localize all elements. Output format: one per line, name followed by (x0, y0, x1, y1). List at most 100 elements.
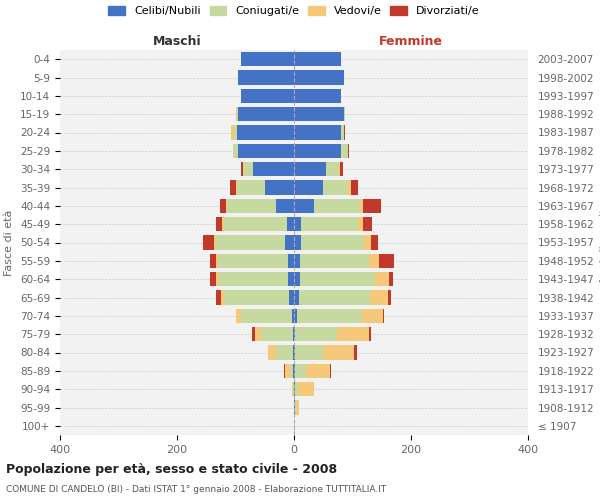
Bar (353, 346, 356, 360)
Bar (360, 198, 363, 213)
Bar (219, 272, 288, 286)
Bar (211, 272, 216, 286)
Bar (294, 70, 344, 85)
Text: Popolazione per età, sesso e stato civile - 2008: Popolazione per età, sesso e stato civil… (6, 462, 337, 475)
Bar (268, 346, 277, 360)
Bar (238, 70, 294, 85)
Bar (216, 290, 221, 304)
Bar (294, 364, 295, 378)
Bar (230, 180, 235, 194)
Bar (294, 88, 341, 103)
Bar (260, 327, 293, 342)
Bar (340, 162, 343, 176)
Bar (227, 198, 277, 213)
Text: Maschi: Maschi (152, 35, 202, 48)
Bar (298, 382, 314, 396)
Bar (341, 126, 344, 140)
Bar (295, 346, 323, 360)
Bar (370, 290, 388, 304)
Bar (222, 217, 224, 232)
Bar (351, 180, 358, 194)
Bar (293, 346, 294, 360)
Bar (326, 162, 339, 176)
Bar (294, 418, 295, 433)
Bar (287, 217, 294, 232)
Bar (221, 290, 224, 304)
Bar (241, 162, 242, 176)
Bar (339, 162, 340, 176)
Bar (294, 126, 341, 140)
Bar (224, 290, 289, 304)
Bar (348, 144, 349, 158)
Bar (362, 308, 383, 323)
Bar (369, 254, 379, 268)
Bar (292, 308, 294, 323)
Bar (296, 400, 299, 414)
Bar (293, 364, 294, 378)
Bar (294, 144, 341, 158)
Bar (241, 308, 292, 323)
Bar (295, 400, 296, 414)
Bar (238, 144, 294, 158)
Bar (236, 107, 237, 122)
Bar (214, 236, 216, 250)
Bar (216, 217, 222, 232)
Bar (241, 52, 294, 66)
Bar (337, 327, 370, 342)
Bar (277, 198, 294, 213)
Bar (363, 217, 372, 232)
Bar (323, 180, 348, 194)
Bar (375, 272, 389, 286)
Bar (292, 382, 293, 396)
Bar (293, 327, 294, 342)
Bar (284, 364, 285, 378)
Bar (300, 272, 375, 286)
Bar (236, 126, 294, 140)
Bar (301, 236, 364, 250)
Bar (358, 217, 363, 232)
Bar (216, 236, 285, 250)
Bar (224, 217, 287, 232)
Bar (383, 308, 384, 323)
Bar (295, 382, 298, 396)
Legend: Celibi/Nubili, Coniugati/e, Vedovi/e, Divorziati/e: Celibi/Nubili, Coniugati/e, Vedovi/e, Di… (109, 6, 479, 16)
Bar (255, 327, 260, 342)
Bar (294, 254, 300, 268)
Bar (389, 272, 394, 286)
Bar (215, 254, 218, 268)
Bar (294, 400, 295, 414)
Bar (265, 180, 294, 194)
Bar (294, 198, 314, 213)
Bar (344, 107, 346, 122)
Bar (253, 162, 294, 176)
Bar (290, 364, 293, 378)
Bar (218, 254, 288, 268)
Bar (237, 107, 238, 122)
Bar (344, 126, 345, 140)
Bar (294, 107, 344, 122)
Text: COMUNE DI CANDELO (BI) - Dati ISTAT 1° gennaio 2008 - Elaborazione TUTTITALIA.IT: COMUNE DI CANDELO (BI) - Dati ISTAT 1° g… (6, 485, 386, 494)
Bar (241, 88, 294, 103)
Bar (210, 254, 215, 268)
Bar (289, 290, 294, 304)
Bar (285, 236, 294, 250)
Bar (306, 364, 330, 378)
Bar (299, 290, 370, 304)
Bar (231, 126, 234, 140)
Bar (294, 290, 299, 304)
Bar (294, 52, 341, 66)
Bar (295, 364, 306, 378)
Bar (236, 180, 265, 194)
Bar (233, 144, 238, 158)
Bar (288, 254, 294, 268)
Bar (294, 236, 301, 250)
Bar (294, 327, 295, 342)
Bar (285, 364, 290, 378)
Bar (203, 236, 214, 250)
Bar (348, 180, 351, 194)
Bar (293, 382, 294, 396)
Bar (379, 254, 394, 268)
Bar (364, 236, 371, 250)
Bar (216, 272, 219, 286)
Bar (294, 346, 295, 360)
